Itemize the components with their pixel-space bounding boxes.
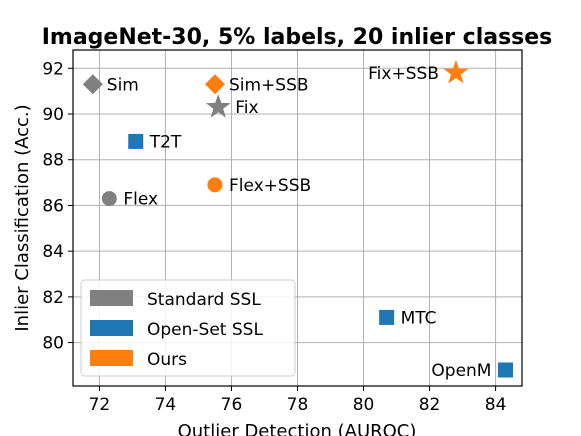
- x-tick-label: 80: [353, 395, 375, 415]
- point-label-mtc: MTC: [401, 308, 437, 328]
- y-tick-label: 88: [42, 151, 64, 171]
- legend-swatch-standard-ssl: [90, 290, 133, 306]
- point-label-sim: Sim: [107, 75, 139, 95]
- point-label-fix: Fix: [235, 98, 258, 118]
- y-axis-label: Inlier Classification (Acc.): [12, 104, 33, 331]
- x-tick-label: 76: [221, 395, 243, 415]
- x-axis-label: Outlier Detection (AUROC): [178, 421, 417, 436]
- point-label-fix-ssb: Fix+SSB: [368, 64, 439, 84]
- point-label-flex-ssb: Flex+SSB: [229, 176, 311, 196]
- point-fix-ssb: [443, 59, 469, 84]
- y-tick-label: 92: [42, 59, 64, 79]
- point-openm: [497, 362, 513, 378]
- legend-frame: [80, 279, 296, 377]
- y-tick-label: 86: [42, 196, 64, 216]
- legend-label-ours: Ours: [147, 350, 187, 370]
- x-tick-label: 82: [419, 395, 441, 415]
- x-tick-label: 74: [155, 395, 177, 415]
- x-tick-label: 84: [485, 395, 507, 415]
- y-tick-label: 82: [42, 288, 64, 308]
- legend-swatch-ours: [90, 350, 133, 366]
- legend-label-standard-ssl: Standard SSL: [147, 290, 261, 310]
- legend: Standard SSL Open-Set SSL Ours: [80, 279, 296, 377]
- point-label-t2t: T2T: [149, 132, 182, 152]
- point-t2t: [128, 133, 144, 149]
- x-tick-label: 78: [287, 395, 309, 415]
- point-sim-ssb: [204, 74, 225, 95]
- x-tick-label: 72: [89, 395, 111, 415]
- point-flex-ssb: [207, 177, 223, 193]
- point-flex: [101, 191, 117, 207]
- point-label-openm: OpenM: [431, 361, 491, 381]
- legend-swatch-open-set-ssl: [90, 320, 133, 336]
- y-tick-label: 84: [42, 242, 64, 262]
- y-tick-label: 90: [42, 105, 64, 125]
- point-sim: [82, 74, 103, 95]
- legend-label-open-set-ssl: Open-Set SSL: [147, 320, 263, 340]
- axis-ticks: 72 74 76 78 80 82 84 80 82 84 86 88 90 92: [42, 59, 506, 415]
- point-fix: [205, 94, 231, 118]
- point-label-flex: Flex: [123, 190, 158, 210]
- data-points: Sim Fix Flex T2T MTC OpenM Sim+SSB Flex+SSB Fix+…: [82, 59, 513, 381]
- point-mtc: [379, 309, 395, 325]
- chart-title: ImageNet-30, 5% labels, 20 inlier classe…: [42, 25, 553, 50]
- y-tick-label: 80: [42, 334, 64, 354]
- point-label-sim-ssb: Sim+SSB: [229, 75, 309, 95]
- grid: [73, 50, 522, 386]
